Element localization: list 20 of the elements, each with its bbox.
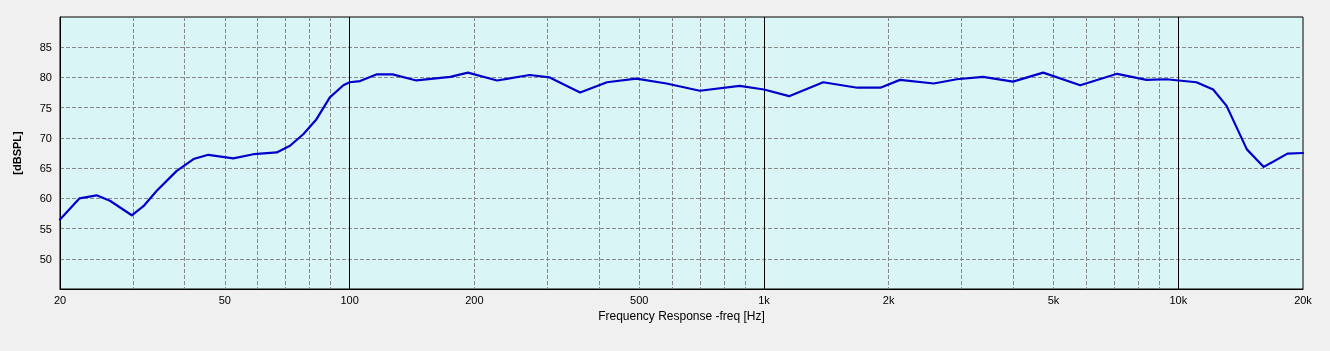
y-tick-label: 80 [39,71,52,84]
x-tick-label: 100 [340,293,359,306]
y-tick-label: 70 [39,131,52,144]
x-tick-label: 1k [758,293,771,306]
x-tick-label: 20k [1294,293,1313,306]
y-tick-label: 75 [39,101,52,114]
x-tick-label: 5k [1047,293,1060,306]
x-tick-label: 10k [1169,293,1188,306]
x-tick-label: 2k [882,293,895,306]
y-tick-label: 55 [39,222,52,235]
x-tick-label: 20 [53,293,67,306]
y-tick-label: 85 [39,41,52,54]
y-tick-label: 50 [39,252,52,265]
x-tick-label: 200 [465,293,484,306]
x-tick-label: 50 [218,293,231,306]
y-tick-label: 65 [39,162,52,175]
x-tick-label: 500 [630,293,649,306]
y-tick-label: 60 [39,192,52,205]
y-axis-title: [dBSPL] [10,130,23,175]
x-axis-title: Frequency Response -freq [Hz] [598,308,765,323]
